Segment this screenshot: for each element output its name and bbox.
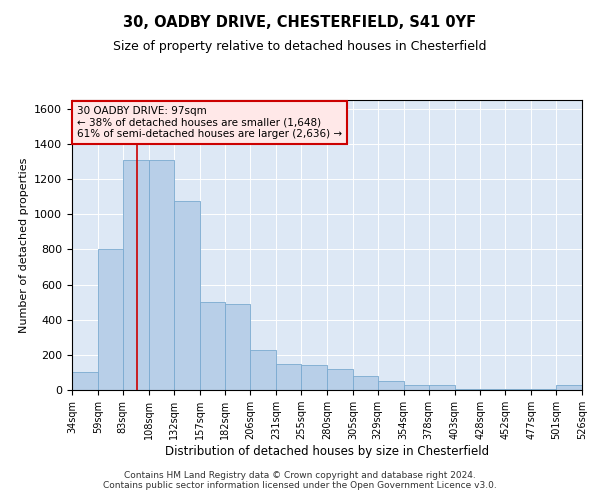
Text: Contains HM Land Registry data © Crown copyright and database right 2024.
Contai: Contains HM Land Registry data © Crown c… [103, 470, 497, 490]
Bar [428, 385, 455, 390]
Text: 30, OADBY DRIVE, CHESTERFIELD, S41 0YF: 30, OADBY DRIVE, CHESTERFIELD, S41 0YF [124, 15, 476, 30]
Bar [404, 385, 428, 390]
Text: Size of property relative to detached houses in Chesterfield: Size of property relative to detached ho… [113, 40, 487, 53]
Bar [149, 160, 173, 390]
Bar [353, 376, 378, 390]
Bar [123, 160, 149, 390]
Bar [72, 372, 98, 390]
Bar [455, 389, 481, 390]
Text: 30 OADBY DRIVE: 97sqm
← 38% of detached houses are smaller (1,648)
61% of semi-d: 30 OADBY DRIVE: 97sqm ← 38% of detached … [77, 106, 342, 139]
Y-axis label: Number of detached properties: Number of detached properties [19, 158, 29, 332]
Bar [276, 364, 301, 390]
Bar [173, 201, 199, 390]
Bar [556, 385, 582, 390]
Bar [98, 250, 123, 390]
Bar [250, 350, 276, 390]
X-axis label: Distribution of detached houses by size in Chesterfield: Distribution of detached houses by size … [165, 445, 489, 458]
Bar [199, 302, 226, 390]
Bar [327, 369, 353, 390]
Bar [301, 366, 327, 390]
Bar [481, 389, 505, 390]
Bar [378, 381, 404, 390]
Bar [226, 304, 250, 390]
